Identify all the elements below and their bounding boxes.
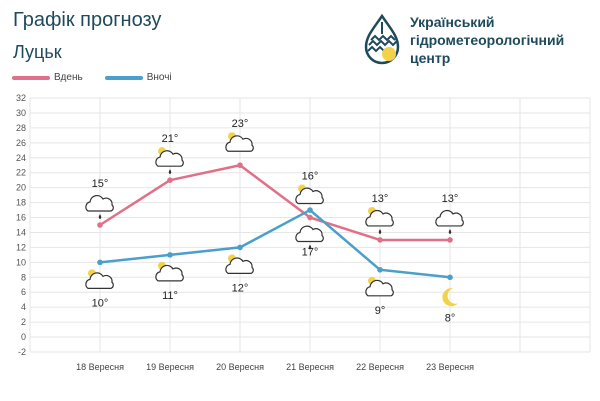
y-tick-label: 32 [16,93,26,103]
legend-night-label: Вночі [146,72,172,83]
x-tick-label: 23 Вересня [426,362,474,372]
data-point-day [237,162,243,169]
day-temp-label: 23° [232,118,249,130]
legend-night-swatch [104,75,143,80]
night-temp-label: 9° [375,305,386,317]
organization-name: Український гідрометеорологічний центр [410,14,565,66]
moon-cloud-icon [225,254,254,275]
data-point-night [167,252,173,258]
data-point-night [97,259,103,266]
x-tick-label: 19 Вересня [146,362,194,372]
cloud-rain-icon [435,209,464,234]
page-title: Графік прогнозу [13,9,162,31]
y-tick-label: 8 [21,272,26,282]
night-temp-label: 12° [232,282,249,294]
y-tick-label: 10 [16,257,26,267]
x-tick-label: 21 Вересня [286,362,334,372]
y-tick-label: 22 [16,168,26,178]
moon-icon [442,288,458,307]
night-temp-label: 10° [92,297,109,309]
legend-item-day[interactable]: Вдень [12,72,83,83]
cloud-rain-icon [295,225,324,250]
y-tick-label: 12 [16,242,26,252]
data-point-day [167,177,173,183]
day-temp-label: 21° [162,133,179,145]
series-line-night [99,208,451,279]
series-line-day [99,163,450,242]
moon-cloud-icon [155,261,184,282]
data-point-day [307,214,313,221]
y-tick-label: 30 [16,108,26,118]
data-point-day [377,237,383,243]
cloud-rain-icon [85,194,114,219]
legend-item-night[interactable]: Вночі [104,72,172,83]
hydromet-logo-icon [364,14,400,65]
day-temp-label: 13° [442,193,459,205]
sun-cloud-icon [295,184,324,205]
data-point-night [447,274,453,281]
data-point-day [97,222,103,228]
data-point-day [447,237,453,243]
y-tick-label: 18 [16,198,26,208]
y-tick-label: 2 [21,317,26,327]
y-tick-label: 0 [21,332,26,342]
day-temp-label: 16° [302,171,319,183]
x-tick-label: 22 Вересня [356,362,404,372]
data-point-night [307,207,313,213]
moon-cloud-icon [85,269,114,289]
y-tick-label: -2 [18,347,26,357]
sun-cloud-icon [225,132,254,152]
y-tick-label: 24 [16,153,26,163]
sun-cloud-rain-icon [155,147,184,175]
data-point-night [377,267,383,273]
y-tick-label: 6 [21,287,26,297]
sun-cloud-rain-icon [365,206,394,234]
night-temp-label: 11° [162,290,178,302]
data-point-night [237,244,243,251]
x-tick-label: 18 Вересня [76,362,124,372]
y-tick-label: 20 [16,183,26,193]
night-temp-label: 8° [445,312,456,324]
legend-day-swatch [12,75,50,80]
city-name: Луцьк [13,42,62,62]
y-tick-label: 16 [16,213,26,223]
night-temp-label: 17° [302,247,319,259]
y-tick-label: 4 [21,302,26,312]
y-tick-label: 28 [16,123,26,133]
legend-day-label: Вдень [54,72,83,83]
y-tick-label: 14 [16,227,26,237]
moon-cloud-icon [365,276,394,297]
chart-legend: Вдень Вночі [12,72,194,83]
day-temp-label: 15° [92,178,109,190]
day-temp-label: 13° [372,193,389,205]
x-tick-label: 20 Вересня [216,362,264,372]
y-tick-label: 26 [16,138,26,148]
